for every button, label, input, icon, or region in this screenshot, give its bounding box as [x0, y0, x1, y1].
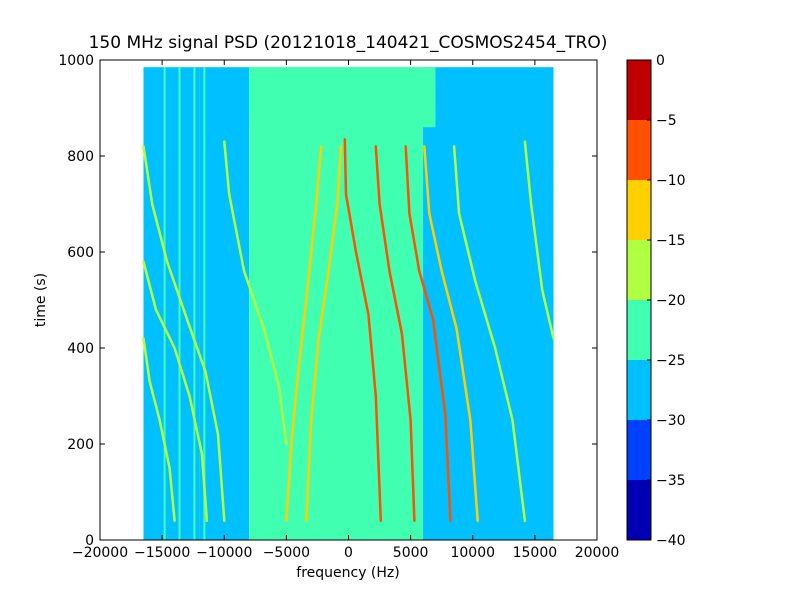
- colorbar-tick-label: 0: [656, 53, 665, 69]
- x-tick-label: −20000: [72, 545, 128, 561]
- colorbar-tick-label: −5: [656, 113, 677, 129]
- colorbar-tick-label: −10: [656, 173, 686, 189]
- colorbar-segment: [627, 360, 651, 420]
- x-tick-label: 0: [344, 545, 353, 561]
- psd-background-region-4: [249, 67, 436, 128]
- psd-signal-trace-4: [404, 145, 452, 523]
- colorbar-segment: [627, 480, 651, 540]
- colorbar-segment: [627, 420, 651, 480]
- psd-signal-trace-5: [423, 145, 479, 523]
- y-tick-label: 200: [67, 437, 94, 453]
- colorbar-tick-label: −40: [656, 533, 686, 549]
- psd-signal-trace-10: [142, 260, 209, 523]
- x-tick-label: 20000: [575, 545, 620, 561]
- y-axis-label: time (s): [33, 273, 49, 327]
- x-axis-label: frequency (Hz): [296, 565, 399, 581]
- psd-signal-trace-8: [223, 140, 288, 446]
- colorbar-segment: [627, 300, 651, 360]
- psd-background-region-3: [423, 67, 554, 540]
- psd-signal-trace-1: [305, 145, 343, 523]
- psd-signal-trace-7: [523, 140, 555, 340]
- y-tick-label: 1000: [58, 53, 94, 69]
- psd-signal-trace-3: [374, 145, 416, 523]
- x-tick-label: −5000: [263, 545, 310, 561]
- y-tick-label: 600: [67, 245, 94, 261]
- colorbar-segment: [627, 120, 651, 180]
- colorbar-tick-label: −20: [656, 293, 686, 309]
- y-axis-ticks: 0 200 400 600 800 1000: [58, 53, 597, 549]
- y-tick-label: 400: [67, 341, 94, 357]
- colorbar-tick-label: −15: [656, 233, 686, 249]
- colorbar-segment: [627, 60, 651, 120]
- colorbar-tick-label: −25: [656, 353, 686, 369]
- psd-signal-trace-9: [142, 145, 226, 523]
- x-axis-ticks: −20000 −15000 −10000 −5000 0 5000 10000 15000 20…: [72, 60, 619, 561]
- psd-background-region-2: [249, 67, 424, 540]
- x-tick-label: −15000: [134, 545, 190, 561]
- x-tick-label: 15000: [513, 545, 558, 561]
- colorbar-segment: [627, 240, 651, 300]
- y-tick-label: 800: [67, 149, 94, 165]
- colorbar: −40 −35 −30 −25 −20 −15 −10 −5 0: [626, 53, 686, 549]
- psd-signal-trace-11: [142, 337, 176, 523]
- spectrogram-image: [142, 67, 555, 540]
- y-tick-label: 0: [85, 533, 94, 549]
- x-tick-label: −10000: [196, 545, 252, 561]
- psd-background-region-0: [143, 67, 200, 540]
- psd-signal-trace-2: [343, 137, 383, 523]
- x-tick-label: 10000: [450, 545, 495, 561]
- colorbar-tick-label: −30: [656, 413, 686, 429]
- x-tick-label: 5000: [393, 545, 429, 561]
- psd-background-region-1: [199, 67, 250, 540]
- colorbar-segment: [627, 180, 651, 240]
- psd-signal-trace-0: [285, 145, 323, 523]
- chart-title: 150 MHz signal PSD (20121018_140421_COSM…: [89, 33, 608, 53]
- colorbar-tick-label: −35: [656, 473, 686, 489]
- psd-signal-trace-6: [452, 145, 527, 523]
